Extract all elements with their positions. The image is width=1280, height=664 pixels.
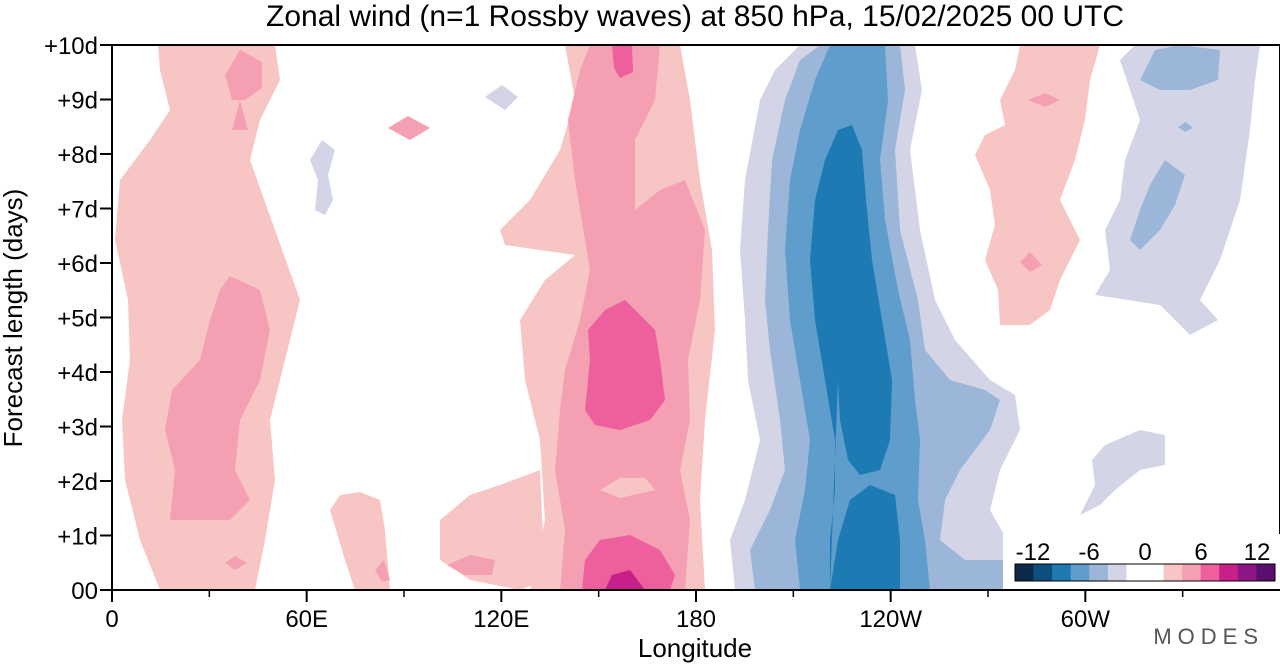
contour-neg-blob-level-2 [310, 140, 335, 215]
contour-pos-band-2-level-6-b [582, 535, 675, 590]
contour-pos-blob-4-level-4 [447, 555, 495, 575]
y-tick-label: +6d [57, 251, 98, 278]
colorbar-tick-label: -6 [1078, 539, 1099, 566]
contour-pos-band-3-level-4-b [1020, 252, 1042, 272]
y-tick-label: +5d [57, 306, 98, 333]
y-tick-label: +3d [57, 415, 98, 442]
contour-neg-band-level-8-b [830, 485, 900, 590]
contour-neg-band-3-level-2 [1080, 430, 1165, 515]
contour-pos-blob-5-level-4 [375, 560, 390, 582]
contour-pos-blob-2-level-2 [330, 492, 390, 590]
contour-pos-blob-level-4 [225, 50, 262, 100]
colorbar-frame [1014, 563, 1276, 582]
contour-pos-band-1-level-2 [115, 45, 300, 590]
contour-neg-blob-2-level-2 [485, 85, 518, 110]
colorbar-swatch [1163, 564, 1183, 581]
colorbar-tick-label: 6 [1194, 539, 1207, 566]
colorbar-swatch [1126, 564, 1146, 581]
y-axis: 00 +1d +2d +3d +4d +5d +6d +7d +8d +9d +10d [44, 33, 112, 605]
y-tick-label: 00 [71, 578, 98, 605]
y-tick-label: +4d [57, 360, 98, 387]
contour-neg-band-2-level-4-b [1130, 160, 1185, 250]
contour-pos-band-2-level-8 [605, 570, 645, 590]
colorbar-tick-label: 0 [1138, 539, 1151, 566]
x-tick-label: 0 [105, 606, 118, 633]
colorbar-swatch [1015, 564, 1035, 581]
x-tick-label: 120E [473, 606, 529, 633]
y-tick-label: +2d [57, 469, 98, 496]
contour-pos-band-1-level-4 [165, 276, 270, 520]
brand-logo: MODES [1153, 624, 1264, 649]
x-axis-label: Longitude [638, 633, 752, 663]
contour-neg-band-2-level-4-c [1178, 122, 1193, 132]
contour-pos-band-2-level-6-c [612, 45, 633, 78]
x-tick-label: 180 [676, 606, 716, 633]
contour-neg-band-level-8 [810, 125, 892, 590]
y-tick-label: +9d [57, 88, 98, 115]
contour-pos-band-3-level-4 [1028, 93, 1060, 107]
colorbar-swatch [1145, 564, 1165, 581]
colorbar-tick-label: -12 [1016, 539, 1051, 566]
x-tick-label: 60W [1061, 606, 1111, 633]
colorbar-swatch [1052, 564, 1072, 581]
y-axis-label: Forecast length (days) [0, 189, 28, 448]
colorbar-tick-label: 12 [1244, 539, 1271, 566]
colorbar-swatch [1219, 564, 1239, 581]
contour-pos-small-level-4 [225, 556, 247, 570]
contour-fill [115, 45, 1260, 590]
y-tick-label: +1d [57, 524, 98, 551]
contour-pos-band-2-level-6 [585, 300, 665, 430]
contour-neg-band-2-level-4 [1140, 45, 1220, 90]
colorbar-swatch [1033, 564, 1053, 581]
colorbar-swatch [1237, 564, 1257, 581]
colorbar-swatch [1182, 564, 1202, 581]
contour-pos-band-3-level-2 [975, 45, 1100, 325]
colorbar-swatch [1070, 564, 1090, 581]
chart-title: Zonal wind (n=1 Rossby waves) at 850 hPa… [266, 0, 1124, 33]
x-tick-label: 120W [859, 606, 922, 633]
y-tick-label: +7d [57, 197, 98, 224]
colorbar-swatch [1089, 564, 1109, 581]
y-tick-label: +10d [44, 33, 98, 60]
colorbar-swatch [1107, 564, 1127, 581]
y-tick-label: +8d [57, 142, 98, 169]
x-tick-label: 60E [285, 606, 328, 633]
contour-pos-blob-6-level-4 [388, 116, 430, 140]
contour-pos-blob-level-4-b [232, 100, 248, 130]
contour-pos-hole [600, 478, 655, 498]
x-axis: 0 60E 120E 180 120W 60W [105, 590, 1184, 633]
colorbar-swatch [1200, 564, 1220, 581]
colorbar: -12 -6 0 6 12 [1003, 534, 1280, 589]
colorbar-swatch [1256, 564, 1276, 581]
